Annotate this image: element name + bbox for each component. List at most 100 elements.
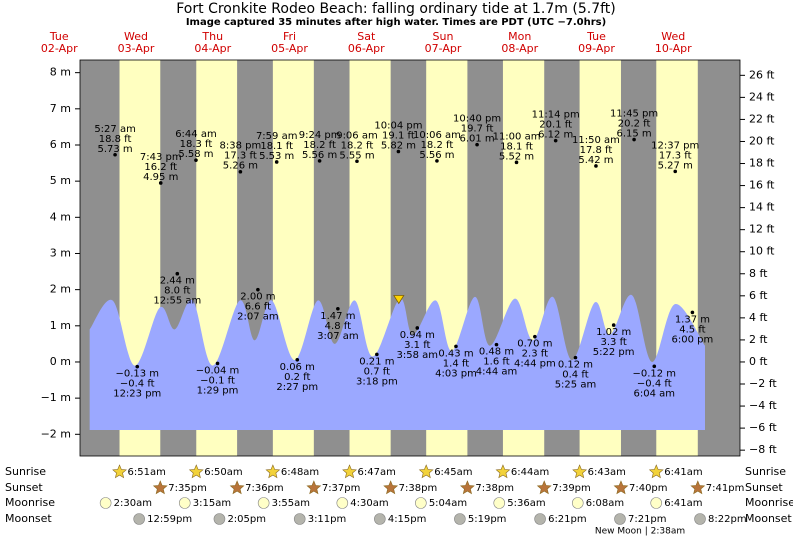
extreme-dot [355,159,359,164]
row-label-left: Sunset [5,481,43,494]
row-label-left: Moonrise [5,496,55,509]
extreme-label: 5.73 m [97,144,132,155]
extreme-label: 0.48 m [479,347,514,358]
extreme-label: 4:44 am [476,367,518,378]
extreme-label: 3:58 am [397,350,439,361]
y2-tick-label: −2 ft [749,377,777,390]
extreme-dot [514,160,519,165]
y-tick-label: −1 m [41,391,71,404]
event-time: 6:51am [128,467,166,478]
event-icon [374,513,386,525]
extreme-label: 5:22 pm [593,347,635,358]
extreme-label: 19.7 ft [461,124,494,135]
event-icon [690,480,706,495]
extreme-label: 0.12 m [558,360,593,371]
event-icon [613,480,629,495]
event-icon [572,464,588,479]
event-icon [229,480,245,495]
y-tick-label: 0 m [50,355,71,368]
extreme-label: 16.2 ft [144,162,177,173]
extreme-label: 19.1 ft [382,130,415,141]
extreme-label: 0.70 m [517,339,552,350]
extreme-dot [673,169,678,174]
extreme-label: 5.42 m [578,155,613,166]
y2-tick-label: 14 ft [749,201,775,214]
extreme-label: −0.4 ft [120,379,155,390]
event-icon [534,513,546,525]
extreme-label: 3:07 am [317,331,359,342]
y2-tick-label: 26 ft [749,68,775,81]
extreme-label: 1.37 m [675,314,710,325]
event-time: 12:59pm [147,514,192,525]
extreme-dot [632,137,636,142]
extreme-label: 3.1 ft [404,340,430,351]
extreme-dot [690,310,695,315]
y2-tick-label: 12 ft [749,223,775,236]
event-time: 7:36pm [245,483,284,494]
y2-tick-label: 0 ft [749,355,768,368]
event-icon [454,513,466,525]
day-date: 07-Apr [425,42,462,55]
extreme-dot [553,138,558,143]
extreme-label: 3:18 pm [356,376,398,387]
extreme-dot [494,342,499,347]
event-time: 6:41am [664,498,702,509]
y2-tick-label: 2 ft [749,333,768,346]
extreme-label: 8:38 pm [220,141,262,152]
extreme-label: 18.2 ft [303,140,336,151]
day-date: 06-Apr [348,42,385,55]
extreme-dot [194,158,198,162]
event-icon [648,464,664,479]
extreme-dot [454,344,458,349]
extreme-label: 2.00 m [240,292,275,303]
extreme-label: 11:50 am [572,135,620,146]
extreme-dot [415,326,420,330]
event-icon [342,464,357,479]
extreme-label: 0.43 m [438,348,473,359]
extreme-label: 1.02 m [596,327,631,338]
extreme-label: 10:40 pm [453,114,501,125]
extreme-label: 4.95 m [143,172,178,183]
extreme-dot [175,271,180,276]
day-weekday: Mon [508,30,531,43]
event-icon [493,497,506,509]
extreme-dot [375,352,379,357]
day-weekday: Sat [357,30,376,43]
event-time: 6:50am [204,467,242,478]
event-icon [133,513,145,525]
event-icon [694,513,706,525]
y-tick-label: 4 m [50,210,71,223]
day-date: 03-Apr [118,42,155,55]
extreme-dot [611,323,616,327]
y2-tick-label: 16 ft [749,179,775,192]
extreme-label: 6.12 m [538,130,573,141]
y2-tick-label: 18 ft [749,157,775,170]
y2-tick-label: 10 ft [749,245,775,258]
event-icon [336,497,349,509]
event-time: 4:15pm [388,514,427,525]
event-time: 5:19pm [468,514,507,525]
event-time: 7:39pm [552,483,591,494]
extreme-label: 5:25 am [555,380,597,391]
extreme-dot [396,149,401,154]
extreme-label: 5.82 m [381,140,416,151]
event-icon [495,464,511,479]
event-icon [257,497,270,509]
y-tick-label: 7 m [50,102,71,115]
extreme-label: 0.06 m [280,362,315,373]
event-icon [614,513,626,525]
extreme-label: 18.8 ft [99,134,132,145]
extreme-label: 0.2 ft [284,372,310,383]
event-time: 3:11pm [308,514,347,525]
event-icon [178,497,191,509]
day-date: 10-Apr [655,42,692,55]
event-time: 6:08am [586,498,624,509]
extreme-label: 5.56 m [419,150,454,161]
extreme-label: 4.5 ft [679,324,705,335]
event-icon [99,497,112,509]
extreme-label: 17.3 ft [659,150,692,161]
day-weekday: Tue [49,30,69,43]
extreme-label: 6.01 m [459,134,494,145]
extreme-dot [475,142,479,147]
event-icon [188,464,204,479]
